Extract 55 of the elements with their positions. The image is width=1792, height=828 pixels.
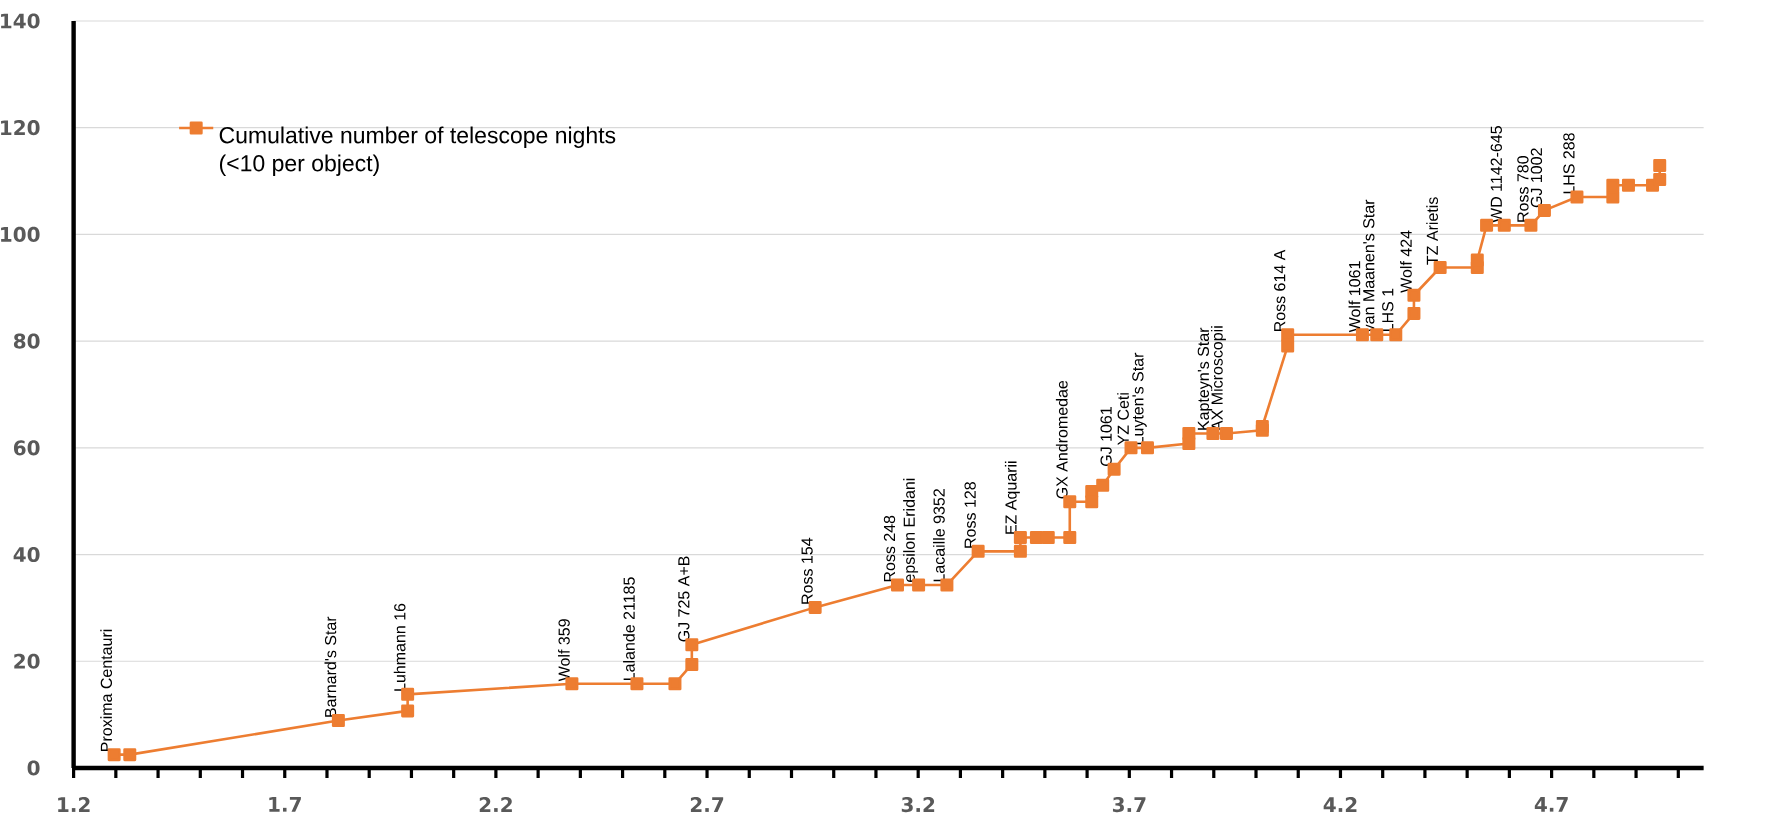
- annotation: Wolf 359: [558, 619, 570, 682]
- x-tick-label: 1.7: [269, 797, 301, 812]
- point: [1041, 530, 1055, 544]
- x-tick-label: 3.7: [1112, 797, 1146, 813]
- annotation: Barnard's Star: [324, 616, 337, 717]
- annotation: Ross 128: [964, 482, 976, 548]
- point: [123, 748, 137, 762]
- annotation: Ross 780: [1517, 155, 1529, 222]
- point: [1606, 190, 1620, 204]
- point: [401, 704, 415, 718]
- point: [1255, 420, 1269, 433]
- annotation: Luhmann 16: [393, 603, 406, 691]
- legend-label: Cumulative number of telescope nights (<10 per object): [219, 126, 616, 176]
- annotation: Lalande 21185: [623, 577, 635, 680]
- annotation: Luyten's Star: [1132, 352, 1147, 445]
- annotation: Ross 248: [883, 515, 896, 582]
- y-tick-label: 40: [13, 546, 40, 563]
- y-tick-label: 140: [1, 13, 40, 29]
- point: [1063, 530, 1077, 544]
- point: [1085, 485, 1099, 499]
- y-tick-label: 0: [27, 760, 40, 776]
- annotation: YZ Ceti: [1117, 393, 1129, 446]
- point: [668, 677, 682, 691]
- annotation: Ross 614 A: [1274, 249, 1286, 332]
- annotation: TZ Arietis: [1426, 197, 1438, 265]
- point: [1470, 253, 1484, 267]
- y-tick-label: 100: [1, 226, 40, 242]
- point: [685, 657, 699, 671]
- point: [1407, 306, 1421, 320]
- annotation: LHS 288: [1563, 133, 1575, 194]
- point: [1653, 172, 1667, 186]
- x-tick-label: 3.2: [901, 797, 935, 813]
- point: [1606, 178, 1620, 192]
- x-tick-label: 4.7: [1534, 797, 1568, 812]
- annotation: GJ 725 A+B: [678, 556, 690, 642]
- point: [1029, 530, 1043, 544]
- point: [1096, 478, 1110, 492]
- point: [1182, 426, 1196, 440]
- y-tick-label: 60: [13, 440, 40, 456]
- x-tick-label: 2.2: [479, 797, 512, 812]
- x-tick-label: 4.2: [1323, 797, 1357, 812]
- point: [1653, 159, 1667, 173]
- annotation: Wolf 424: [1400, 230, 1412, 293]
- y-tick-label: 20: [14, 653, 40, 669]
- x-tick-label: 2.7: [690, 797, 724, 812]
- annotation: Proxima Centauri: [100, 629, 113, 751]
- annotation: Lacaille 9352: [933, 489, 945, 582]
- y-tick-label: 80: [13, 333, 40, 349]
- x-tick-label: 1.2: [58, 797, 90, 812]
- annotation: epsilon Eridani: [903, 478, 919, 582]
- point: [1013, 544, 1027, 558]
- annotation: Ross 154: [801, 537, 813, 604]
- point: [1621, 178, 1635, 192]
- y-tick-label: 120: [1, 120, 40, 136]
- annotation: Wolf 1061: [1348, 261, 1361, 333]
